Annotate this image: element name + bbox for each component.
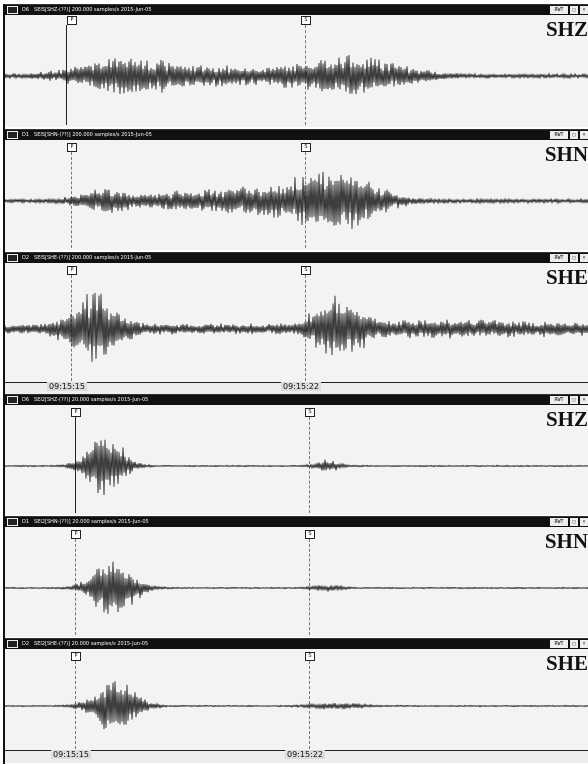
p-pick-marker[interactable]: P <box>67 16 77 25</box>
panel-header: D6 SEIS[SHZ-(??)] 200.000 samples/s 2015-… <box>5 5 588 15</box>
panel-toggle-icon[interactable] <box>7 640 18 648</box>
maximize-icon[interactable]: □ <box>570 518 578 526</box>
panel-header: D1 SEI2[SHN-(??)] 20.000 samples/s 2015-J… <box>5 517 588 527</box>
p-pick-marker[interactable]: P <box>71 652 81 661</box>
panel-toggle-icon[interactable] <box>7 518 18 526</box>
panel-header: D2 SEI2[SHE-(??)] 20.000 samples/s 2015-J… <box>5 639 588 649</box>
close-icon[interactable]: × <box>580 131 588 139</box>
panel-toggle-icon[interactable] <box>7 6 18 14</box>
s-pick-marker[interactable]: S <box>301 143 311 152</box>
p-pick-marker[interactable]: P <box>67 266 77 275</box>
waveform-path <box>5 171 588 230</box>
rwt-button[interactable]: RWT <box>550 396 568 404</box>
trace-panel-she[interactable]: D2 SEI2[SHE-(??)] 20.000 samples/s 2015-J… <box>5 638 588 751</box>
waveform <box>5 292 588 362</box>
trace-panel-shn[interactable]: D1 SEI2[SHN-(??)] 20.000 samples/s 2015-J… <box>5 516 588 637</box>
panel-title: SEI2[SHZ-(??)] 20.000 samples/s 2015-Jun… <box>34 397 149 403</box>
rwt-button[interactable]: RWT <box>550 640 568 648</box>
panel-index: D6 <box>22 7 30 13</box>
panel-title: SEI2[SHN-(??)] 20.000 samples/s 2015-Jun… <box>34 519 149 525</box>
panel-title: SEIS[SHZ-(??)] 200.000 samples/s 2015-Ju… <box>34 7 152 13</box>
seismogram-block-2: D6 SEI2[SHZ-(??)] 20.000 samples/s 2015-J… <box>3 394 588 764</box>
panel-index: D6 <box>22 397 30 403</box>
close-icon[interactable]: × <box>580 518 588 526</box>
channel-label: SHE <box>545 651 588 675</box>
time-axis: 09:15:15 09:15:22 <box>5 750 588 763</box>
waveform-path <box>5 292 588 362</box>
waveform <box>5 681 588 730</box>
channel-label: SHZ <box>545 407 588 431</box>
panel-title: SEIS[SHE-(??)] 200.000 samples/s 2015-Ju… <box>34 255 152 261</box>
p-pick-marker[interactable]: P <box>67 143 77 152</box>
trace-panel-she[interactable]: D2 SEIS[SHE-(??)] 200.000 samples/s 2015-… <box>5 252 588 383</box>
rwt-button[interactable]: RWT <box>550 254 568 262</box>
p-pick-marker[interactable]: P <box>71 408 81 417</box>
waveform <box>5 54 588 95</box>
s-pick-marker[interactable]: S <box>305 530 315 539</box>
s-pick-marker[interactable]: S <box>301 266 311 275</box>
panel-toggle-icon[interactable] <box>7 254 18 262</box>
panel-toggle-icon[interactable] <box>7 396 18 404</box>
rwt-button[interactable]: RWT <box>550 6 568 14</box>
maximize-icon[interactable]: □ <box>570 396 578 404</box>
maximize-icon[interactable]: □ <box>570 6 578 14</box>
s-pick-marker[interactable]: S <box>305 408 315 417</box>
channel-label: SHN <box>544 142 588 166</box>
waveform-path <box>5 681 588 730</box>
trace-panel-shz[interactable]: D6 SEIS[SHZ-(??)] 200.000 samples/s 2015-… <box>5 4 588 127</box>
waveform <box>5 439 588 496</box>
rwt-button[interactable]: RWT <box>550 131 568 139</box>
p-pick-marker[interactable]: P <box>71 530 81 539</box>
s-pick-marker[interactable]: S <box>301 16 311 25</box>
panel-index: D2 <box>22 641 30 647</box>
close-icon[interactable]: × <box>580 640 588 648</box>
s-pick-line <box>309 417 310 513</box>
close-icon[interactable]: × <box>580 396 588 404</box>
waveform-path <box>5 54 588 95</box>
time-tick-label: 09:15:22 <box>285 750 325 759</box>
close-icon[interactable]: × <box>580 254 588 262</box>
trace-panel-shn[interactable]: D1 SEIS[SHN-(??)] 200.000 samples/s 2015-… <box>5 129 588 250</box>
time-tick-label: 09:15:22 <box>281 382 321 391</box>
seismogram-block-1: D6 SEIS[SHZ-(??)] 200.000 samples/s 2015-… <box>3 4 588 396</box>
time-tick-label: 09:15:15 <box>47 382 87 391</box>
panel-index: D2 <box>22 255 30 261</box>
time-tick-label: 09:15:15 <box>51 750 91 759</box>
panel-title: SEIS[SHN-(??)] 200.000 samples/s 2015-Ju… <box>34 132 152 138</box>
panel-index: D1 <box>22 132 30 138</box>
maximize-icon[interactable]: □ <box>570 640 578 648</box>
maximize-icon[interactable]: □ <box>570 254 578 262</box>
channel-label: SHZ <box>545 17 588 41</box>
panel-header: D1 SEIS[SHN-(??)] 200.000 samples/s 2015-… <box>5 130 588 140</box>
waveform <box>5 561 588 614</box>
channel-label: SHN <box>544 529 588 553</box>
panel-toggle-icon[interactable] <box>7 131 18 139</box>
maximize-icon[interactable]: □ <box>570 131 578 139</box>
s-pick-marker[interactable]: S <box>305 652 315 661</box>
trace-panel-shz[interactable]: D6 SEI2[SHZ-(??)] 20.000 samples/s 2015-J… <box>5 394 588 515</box>
close-icon[interactable]: × <box>580 6 588 14</box>
rwt-button[interactable]: RWT <box>550 518 568 526</box>
panel-header: D2 SEIS[SHE-(??)] 200.000 samples/s 2015-… <box>5 253 588 263</box>
time-axis: 09:15:15 09:15:22 <box>5 382 588 395</box>
panel-title: SEI2[SHE-(??)] 20.000 samples/s 2015-Jun… <box>34 641 149 647</box>
channel-label: SHE <box>545 265 588 289</box>
waveform <box>5 171 588 230</box>
panel-header: D6 SEI2[SHZ-(??)] 20.000 samples/s 2015-J… <box>5 395 588 405</box>
waveform-path <box>5 439 588 496</box>
waveform-path <box>5 561 588 614</box>
panel-index: D1 <box>22 519 30 525</box>
